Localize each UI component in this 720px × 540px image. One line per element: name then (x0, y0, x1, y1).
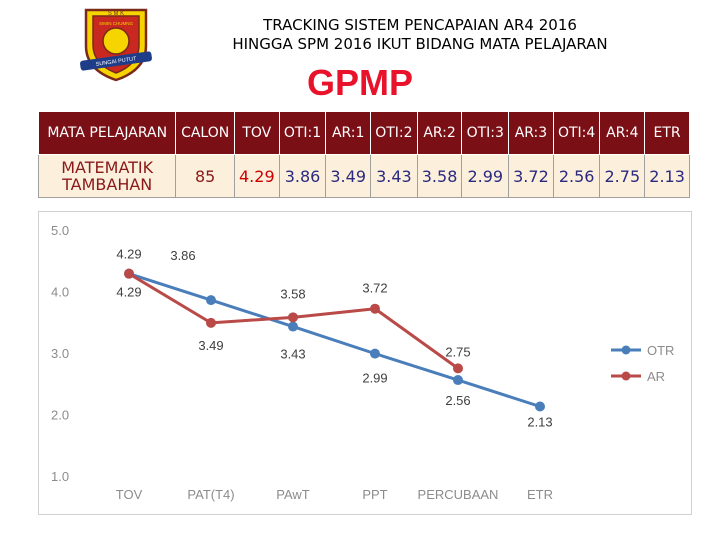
value-cell: 3.72 (508, 154, 554, 198)
results-table: MATA PELAJARAN CALON TOV OTI:1 AR:1 OTI:… (37, 111, 690, 198)
x-tick-label: PAwT (276, 487, 310, 502)
value-cell: 2.75 (599, 154, 646, 198)
data-label: 4.29 (116, 285, 141, 300)
line-chart: 1.0 2.0 3.0 4.0 5.0 TOV PAT(T4) PAwT PPT PERCUBAA… (51, 223, 674, 502)
x-tick-label: PAT(T4) (187, 487, 234, 502)
title-line-1: TRACKING SISTEM PENCAPAIAN AR4 2016 (263, 16, 577, 34)
x-tick-label: TOV (116, 487, 143, 502)
header-cell: AR:3 (508, 111, 554, 155)
header-cell: TOV (233, 111, 280, 155)
value-cell: 3.43 (370, 154, 418, 198)
legend-label: OTR (647, 343, 674, 358)
value-cell: 3.49 (325, 154, 372, 198)
data-point (124, 268, 134, 279)
logo-bottom-text: SUNGAI PUTUT (95, 56, 137, 68)
logo-mid-text: SIMIN CHUMNG (99, 21, 133, 26)
y-tick-label: 5.0 (51, 223, 69, 238)
value-cell: 4.29 (233, 154, 280, 198)
header-cell: CALON (175, 111, 235, 155)
legend-marker (621, 345, 631, 355)
data-label: 2.99 (362, 371, 387, 386)
school-logo: S M K SIMIN CHUMNG SUNGAI PUTUT (80, 8, 152, 82)
calon-cell: 85 (175, 154, 235, 198)
data-point (206, 317, 216, 328)
data-point (370, 348, 380, 359)
data-point (535, 401, 545, 412)
data-label: 4.29 (116, 247, 141, 262)
header-cell: OTI:1 (278, 111, 327, 155)
data-label: 3.58 (280, 286, 305, 301)
x-tick-label: ETR (527, 487, 553, 502)
header-cell: OTI:2 (370, 111, 418, 155)
data-point (288, 321, 298, 332)
data-point (453, 363, 463, 374)
data-point (206, 295, 216, 306)
x-tick-label: PERCUBAAN (418, 487, 499, 502)
header-cell: AR:1 (325, 111, 372, 155)
subject-line-1: MATEMATIK (61, 158, 154, 177)
header-cell: MATA PELAJARAN (37, 111, 177, 155)
value-cell: 3.86 (278, 154, 327, 198)
data-point (288, 312, 298, 323)
header-cell: AR:4 (599, 111, 646, 155)
series-line-otr (128, 272, 541, 408)
gpmp-heading: GPMP (306, 62, 413, 103)
value-cell: 2.56 (552, 154, 601, 198)
legend-marker (621, 371, 631, 381)
y-tick-label: 1.0 (51, 469, 69, 484)
value-cell: 2.13 (644, 154, 690, 198)
data-label: 3.72 (362, 281, 387, 296)
y-tick-label: 2.0 (51, 408, 69, 423)
page-title: TRACKING SISTEM PENCAPAIAN AR4 2016 HING… (150, 16, 690, 54)
value-cell: 3.58 (416, 154, 463, 198)
data-label: 2.13 (527, 415, 552, 430)
data-label: 3.49 (198, 338, 223, 353)
table-row: MATEMATIK TAMBAHAN 85 4.29 3.86 3.49 3.4… (37, 154, 690, 198)
title-line-2: HINGGA SPM 2016 IKUT BIDANG MATA PELAJAR… (232, 35, 608, 53)
y-tick-label: 3.0 (51, 346, 69, 361)
subject-line-2: TAMBAHAN (62, 175, 153, 194)
legend-label: AR (647, 369, 665, 384)
data-point (370, 303, 380, 314)
data-label: 2.56 (445, 393, 470, 408)
value-cell: 2.99 (461, 154, 510, 198)
data-label: 2.75 (445, 344, 470, 359)
data-point (453, 375, 463, 386)
data-label: 3.43 (280, 347, 305, 362)
x-tick-label: PPT (362, 487, 387, 502)
table-header-row: MATA PELAJARAN CALON TOV OTI:1 AR:1 OTI:… (37, 111, 690, 155)
header-cell: ETR (644, 111, 690, 155)
y-tick-label: 4.0 (51, 285, 69, 300)
header-cell: OTI:3 (461, 111, 510, 155)
data-label: 3.86 (170, 248, 195, 263)
logo-top-text: S M K (108, 11, 124, 17)
header-cell: OTI:4 (552, 111, 601, 155)
header-cell: AR:2 (416, 111, 463, 155)
subject-cell: MATEMATIK TAMBAHAN (37, 154, 177, 198)
chart-frame: 1.0 2.0 3.0 4.0 5.0 TOV PAT(T4) PAwT PPT PERCUBAA… (38, 211, 692, 515)
